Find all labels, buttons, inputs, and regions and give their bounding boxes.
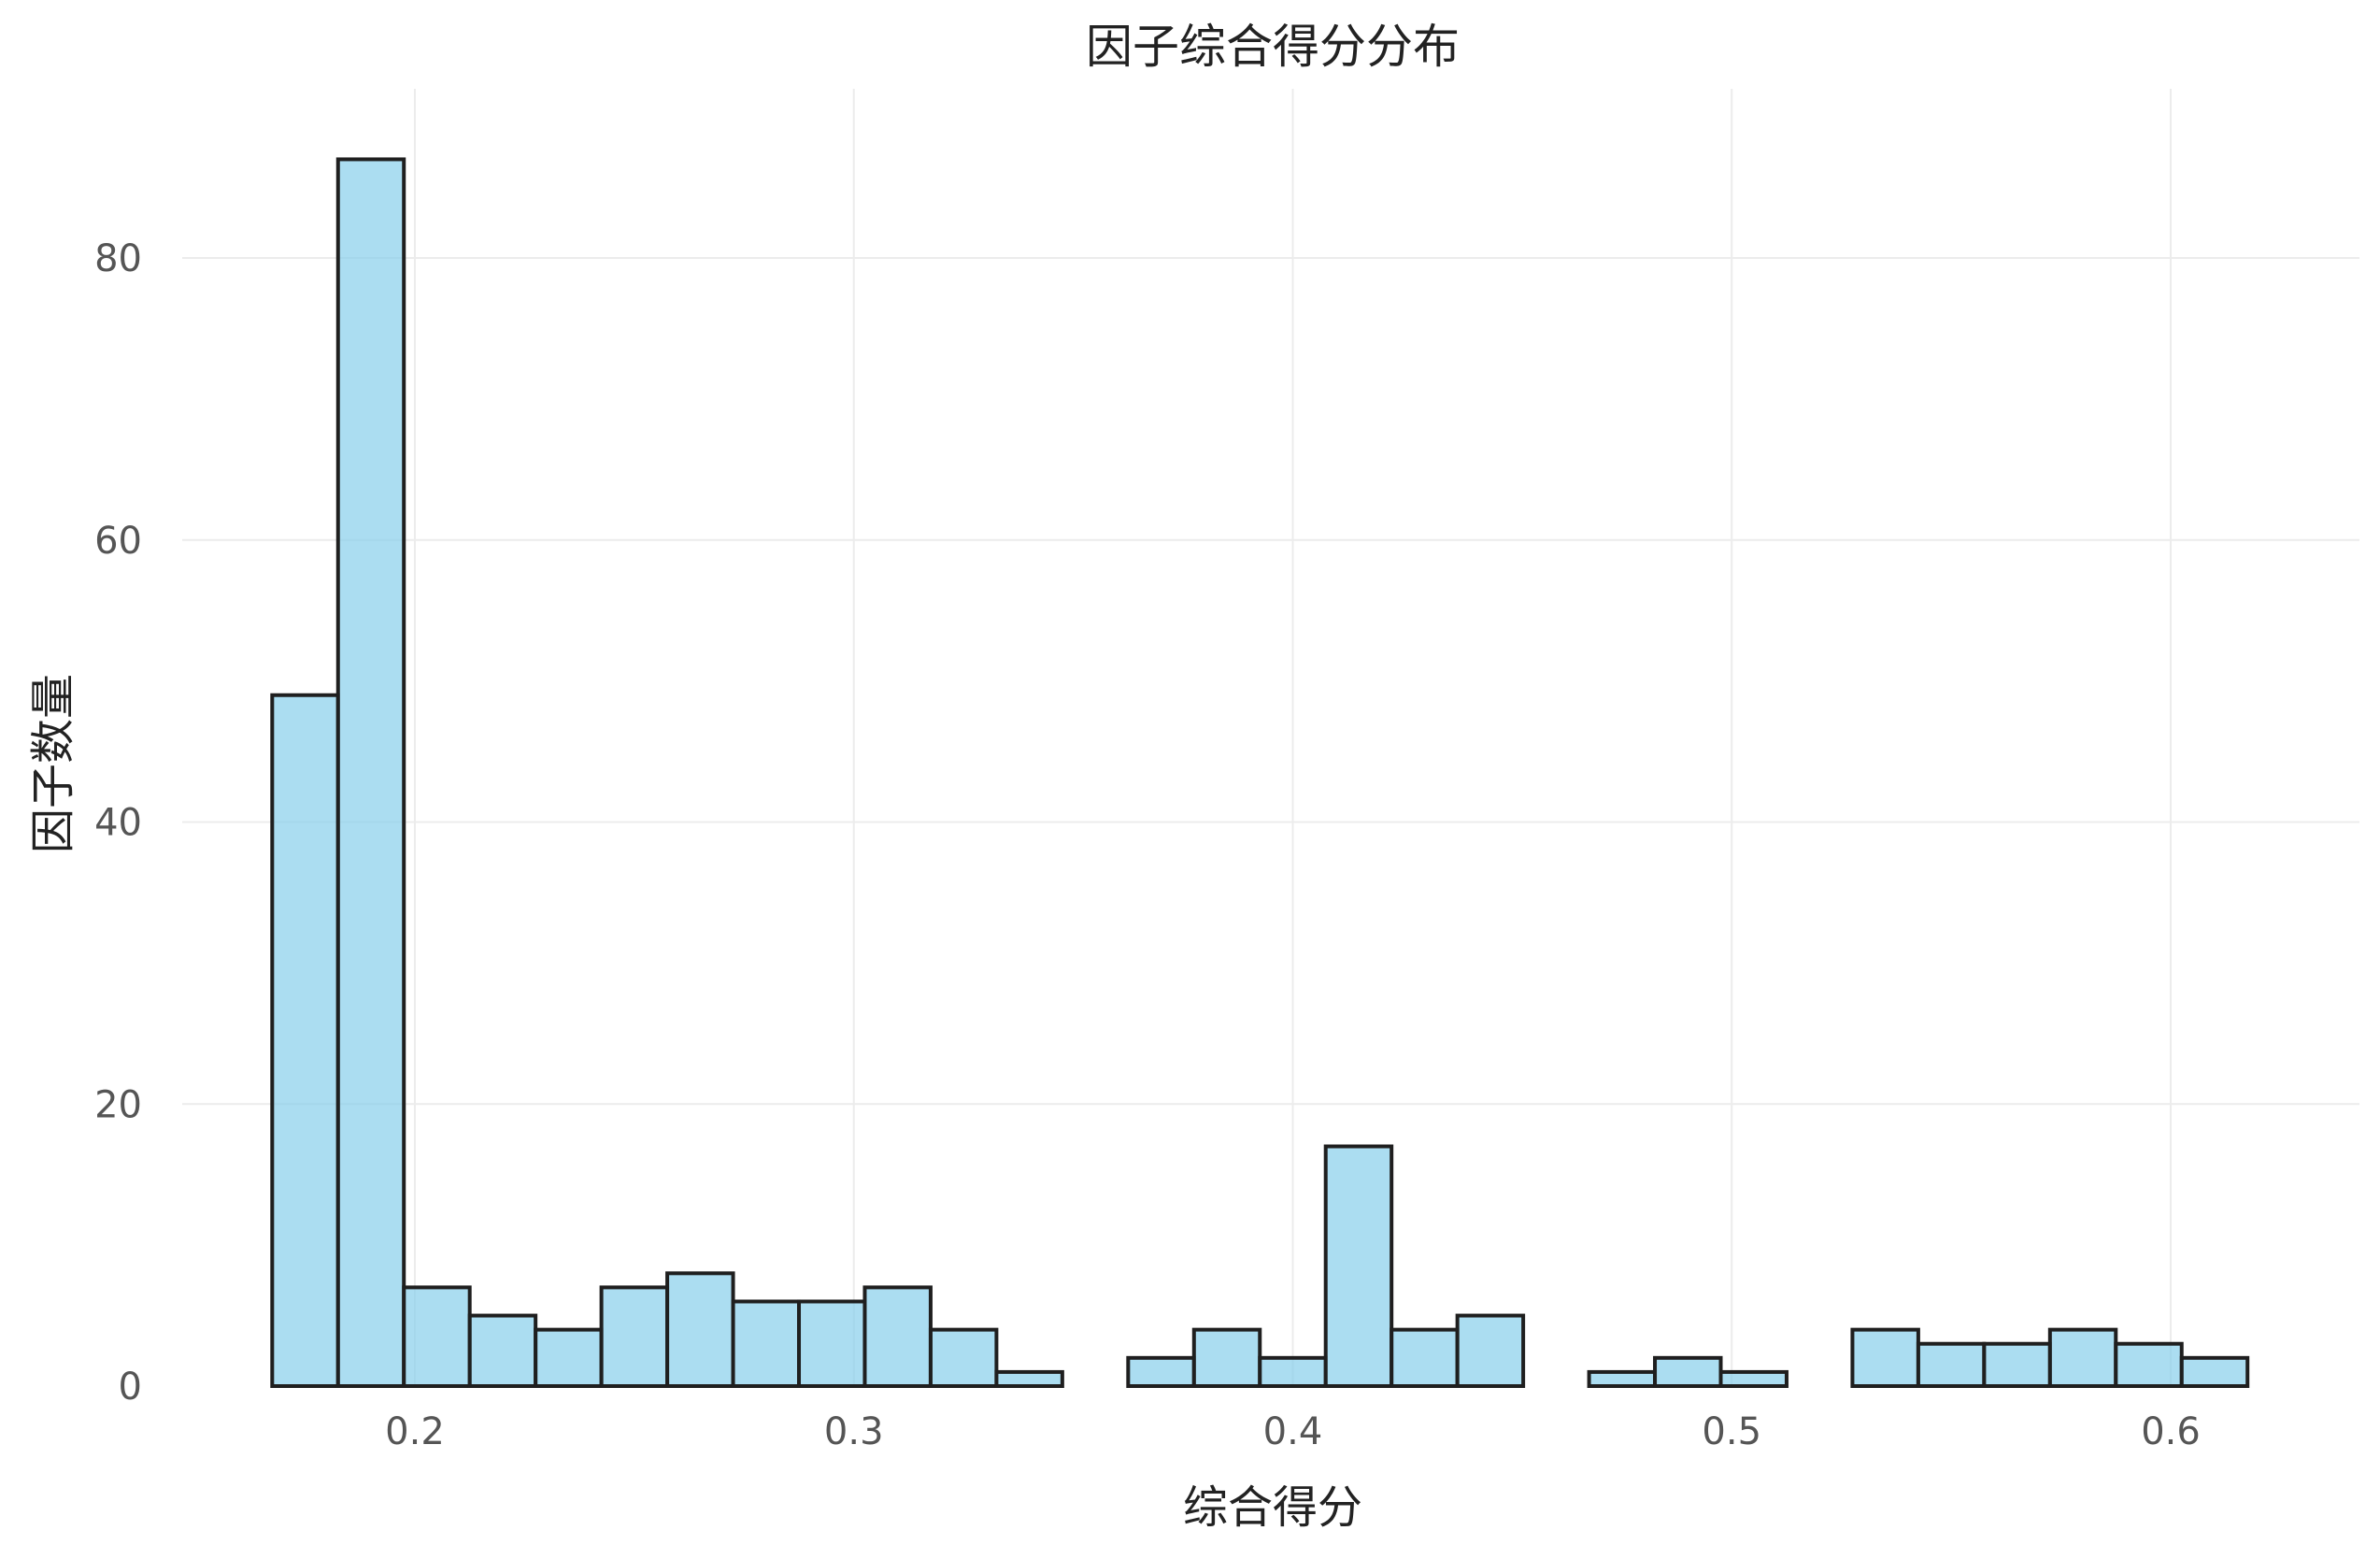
x-tick-label: 0.5 <box>1702 1410 1761 1453</box>
y-tick-label: 40 <box>94 802 142 845</box>
histogram-bar <box>928 1327 999 1389</box>
x-tick-label: 0.6 <box>2141 1410 2201 1453</box>
y-axis-title: 因子数量 <box>27 674 79 853</box>
histogram-bar <box>731 1299 802 1389</box>
grid-layer <box>182 89 2359 1386</box>
histogram-bar <box>2179 1355 2250 1388</box>
histogram-bar <box>402 1285 472 1389</box>
x-axis-title: 综合得分 <box>1183 1481 1362 1534</box>
histogram-bar <box>1982 1341 2052 1389</box>
histogram-bar <box>534 1327 604 1389</box>
histogram-bar <box>1916 1341 1987 1389</box>
histogram-bar <box>665 1271 735 1388</box>
histogram-bar <box>1323 1144 1394 1388</box>
histogram-bar <box>335 157 406 1388</box>
histogram-bar <box>1850 1327 1920 1389</box>
histogram-bar <box>862 1285 933 1389</box>
histogram-bar <box>599 1285 670 1389</box>
histogram-bar <box>2047 1327 2118 1389</box>
histogram-bar <box>1191 1327 1262 1389</box>
histogram-bar <box>1126 1355 1196 1388</box>
histogram-bar <box>1258 1355 1328 1388</box>
chart-title: 因子综合得分分布 <box>1086 20 1460 74</box>
histogram-bar <box>1390 1327 1460 1389</box>
x-tick-label: 0.3 <box>824 1410 884 1453</box>
histogram-bar <box>2114 1341 2184 1389</box>
y-tick-label: 0 <box>119 1366 142 1409</box>
histogram-bar <box>1587 1369 1658 1389</box>
x-tick-label: 0.4 <box>1263 1410 1323 1453</box>
histogram-bar <box>1653 1355 1723 1388</box>
histogram-bar <box>797 1299 867 1389</box>
bar-layer <box>270 157 2250 1389</box>
y-tick-label: 20 <box>94 1083 142 1126</box>
histogram-bar <box>1455 1313 1526 1388</box>
histogram-bar <box>1718 1369 1789 1389</box>
histogram-bar <box>467 1313 538 1388</box>
histogram-bar <box>994 1369 1064 1389</box>
y-tick-label: 60 <box>94 520 142 563</box>
tick-layer: 0 20 40 60 80 0.2 0.3 0.4 0.5 0.6 <box>94 237 2201 1453</box>
histogram-bar <box>270 693 340 1388</box>
x-tick-label: 0.2 <box>385 1410 445 1453</box>
y-tick-label: 80 <box>94 237 142 280</box>
